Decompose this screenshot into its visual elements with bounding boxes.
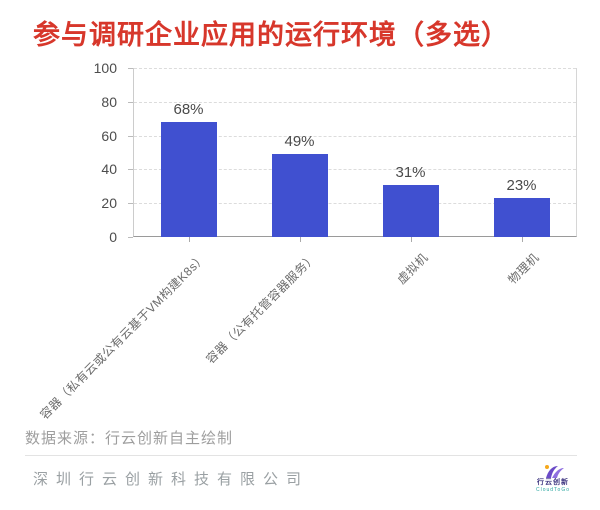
footer-company-name: 深圳行云创新科技有限公司 [33, 471, 310, 488]
x-axis-tick [410, 237, 412, 242]
x-axis-label: 容器（公有托管容器服务） [203, 250, 320, 367]
footer-divider [25, 455, 577, 456]
x-axis-label: 容器（私有云或公有云基于VM构建K8s） [37, 250, 209, 423]
y-axis-tick [128, 237, 133, 238]
y-axis-tick [128, 203, 133, 205]
x-axis-tick [521, 237, 523, 242]
bar-chart: 0 20 40 60 80 100 68% 容器（私有云或公有云基于VM构建K8s） 49% 容器… [37, 60, 577, 423]
plot-area [128, 68, 577, 238]
y-tick-label: 60 [101, 127, 117, 144]
x-axis-tick [188, 237, 190, 242]
gridline [134, 68, 576, 69]
x-axis-label: 物理机 [505, 250, 542, 287]
gridline [134, 135, 576, 137]
logo-name-text: 行云创新 [537, 479, 569, 486]
y-tick-label: 40 [101, 161, 117, 178]
y-axis-tick [128, 101, 133, 103]
y-tick-label: 20 [101, 195, 117, 212]
x-axis-tick [299, 237, 301, 242]
y-tick-label: 80 [101, 93, 117, 110]
gridline [134, 101, 576, 103]
company-logo: 行云创新 CloudToGo [531, 464, 575, 493]
y-axis-tick [128, 169, 133, 171]
y-tick-label: 0 [109, 229, 117, 245]
y-tick-label: 100 [93, 60, 117, 76]
x-axis-label: 虚拟机 [394, 250, 431, 287]
data-source-note: 数据来源：行云创新自主绘制 [25, 430, 234, 447]
gridline [134, 169, 576, 171]
chart-title: 参与调研企业应用的运行环境（多选） [33, 20, 509, 50]
logo-swoosh-icon [545, 465, 564, 478]
logo-tagline-text: CloudToGo [535, 487, 570, 493]
y-axis-tick [128, 135, 133, 137]
gridline [134, 203, 576, 205]
y-axis-tick [128, 68, 133, 69]
